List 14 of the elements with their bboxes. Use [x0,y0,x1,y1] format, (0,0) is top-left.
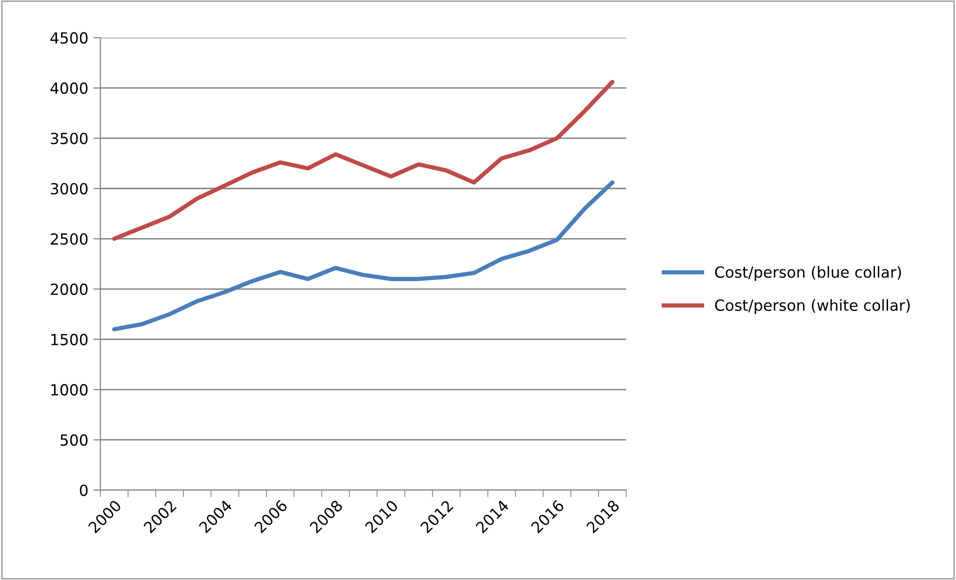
y-tick-label: 2500 [50,233,88,245]
y-tick-label: 2000 [50,284,88,296]
line-series [112,80,614,241]
y-tick-label: 1500 [51,334,88,346]
y-tick-label: 3500 [50,132,88,144]
y-tick-label: 4000 [50,82,88,94]
line-series [112,180,614,332]
y-tick-label: 500 [60,434,88,446]
legend-label: Cost/person (white collar) [715,299,910,314]
y-tick-label: 1000 [51,384,88,396]
y-tick-label: 4500 [50,32,88,44]
y-tick-label: 0 [80,484,88,496]
y-tick-label: 3000 [50,182,88,195]
legend-label: Cost/person (blue collar) [715,266,901,281]
